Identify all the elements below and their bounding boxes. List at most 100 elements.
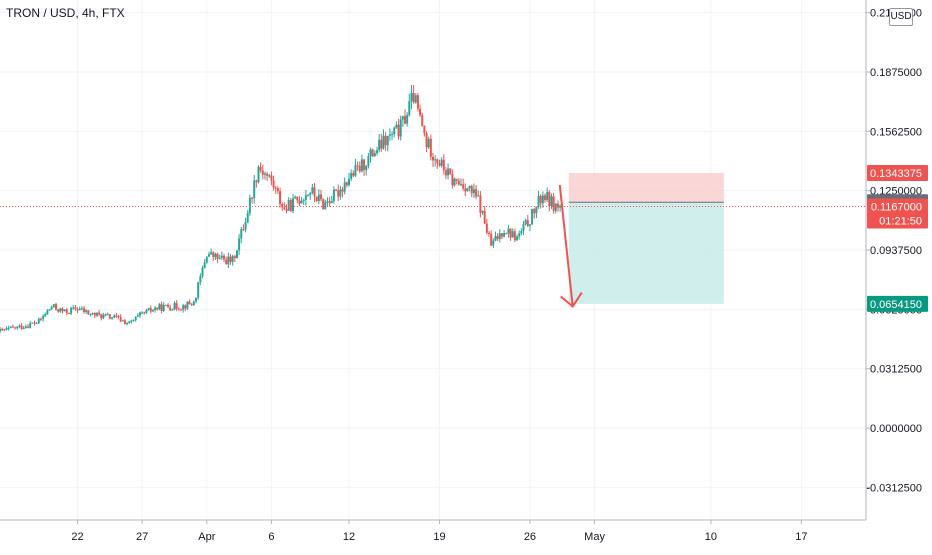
- candle: [444, 166, 447, 180]
- candle-body: [559, 205, 562, 208]
- candle-body: [317, 194, 320, 201]
- candle: [119, 314, 122, 323]
- candle: [350, 169, 353, 182]
- candle: [462, 178, 465, 191]
- candle-body: [61, 308, 64, 312]
- candle-body: [119, 316, 122, 322]
- last-price-label: 0.1167000 01:21:50: [867, 198, 928, 229]
- candle-body: [199, 276, 202, 283]
- candle-body: [270, 175, 273, 181]
- candle: [384, 132, 387, 152]
- candle: [425, 131, 428, 153]
- candle: [197, 281, 200, 300]
- candle: [214, 252, 217, 261]
- candle: [231, 254, 234, 266]
- candle: [100, 313, 103, 321]
- candle: [507, 224, 510, 238]
- candle-body: [100, 314, 103, 319]
- candle: [201, 265, 204, 279]
- candle: [246, 210, 249, 224]
- candle-body: [220, 255, 223, 258]
- candle-body: [285, 208, 288, 211]
- candle-body: [143, 312, 146, 314]
- y-tick-label: 0.0312500: [870, 364, 922, 376]
- candle: [335, 188, 338, 192]
- candle: [1, 327, 4, 331]
- candle: [358, 161, 361, 174]
- candle: [393, 126, 396, 138]
- candle: [78, 306, 81, 311]
- candle: [546, 187, 549, 203]
- candle-body: [311, 187, 314, 193]
- candle: [475, 185, 478, 200]
- candle: [192, 300, 195, 306]
- candle-body: [182, 305, 185, 310]
- candle: [296, 196, 299, 204]
- candle-body: [546, 191, 549, 201]
- candle-body: [67, 313, 70, 315]
- candle: [274, 186, 277, 194]
- candle-body: [291, 198, 294, 212]
- candle: [80, 306, 83, 311]
- candle: [537, 190, 540, 209]
- candle-body: [294, 196, 297, 199]
- candle: [347, 172, 350, 187]
- candle-body: [74, 307, 77, 310]
- candle-body: [141, 312, 144, 314]
- candle-body: [511, 231, 514, 238]
- candle-body: [72, 307, 75, 309]
- candle: [27, 323, 30, 329]
- candle-body: [304, 195, 307, 200]
- candle: [70, 306, 73, 316]
- candle-body: [279, 191, 282, 204]
- candle: [279, 187, 282, 208]
- candle-body: [509, 228, 512, 238]
- candle-body: [548, 191, 551, 207]
- target-price-label-text: 0.0654150: [870, 299, 922, 311]
- currency-badge[interactable]: USD: [889, 8, 913, 26]
- candle-body: [108, 314, 111, 319]
- take-profit-zone: [568, 202, 724, 304]
- candle-body: [164, 304, 167, 306]
- candle-body: [451, 174, 454, 186]
- candle: [270, 171, 273, 186]
- candle: [169, 304, 172, 311]
- candle-body: [276, 188, 279, 192]
- candle-body: [216, 253, 219, 259]
- candle-body: [300, 200, 303, 204]
- candle: [57, 308, 60, 313]
- candle: [261, 164, 264, 180]
- candle-body: [326, 201, 329, 203]
- candle-body: [399, 119, 402, 137]
- candle-body: [289, 200, 292, 212]
- candle: [220, 251, 223, 261]
- candle: [39, 317, 42, 322]
- candle-body: [147, 308, 150, 310]
- candle: [162, 302, 165, 312]
- candle-body: [526, 220, 529, 226]
- candle: [468, 185, 471, 192]
- candle: [414, 93, 417, 104]
- position-zones[interactable]: [568, 172, 724, 304]
- candle-body: [233, 256, 236, 259]
- candle: [210, 248, 213, 255]
- candle: [98, 309, 101, 317]
- candle: [177, 306, 180, 311]
- candle-body: [229, 256, 232, 262]
- candle-body: [171, 309, 174, 311]
- candle: [52, 303, 55, 308]
- y-tick-label: 0.0000000: [870, 423, 922, 435]
- candle: [268, 173, 271, 179]
- candle-body: [102, 314, 105, 319]
- candle-body: [80, 308, 83, 310]
- candle-body: [472, 189, 475, 194]
- time-axis: [0, 520, 932, 550]
- candle: [436, 158, 439, 169]
- candle: [367, 152, 370, 169]
- candle: [164, 304, 167, 306]
- candle-body: [550, 196, 553, 207]
- symbol-title[interactable]: TRON / USD, 4h, FTX: [6, 6, 125, 20]
